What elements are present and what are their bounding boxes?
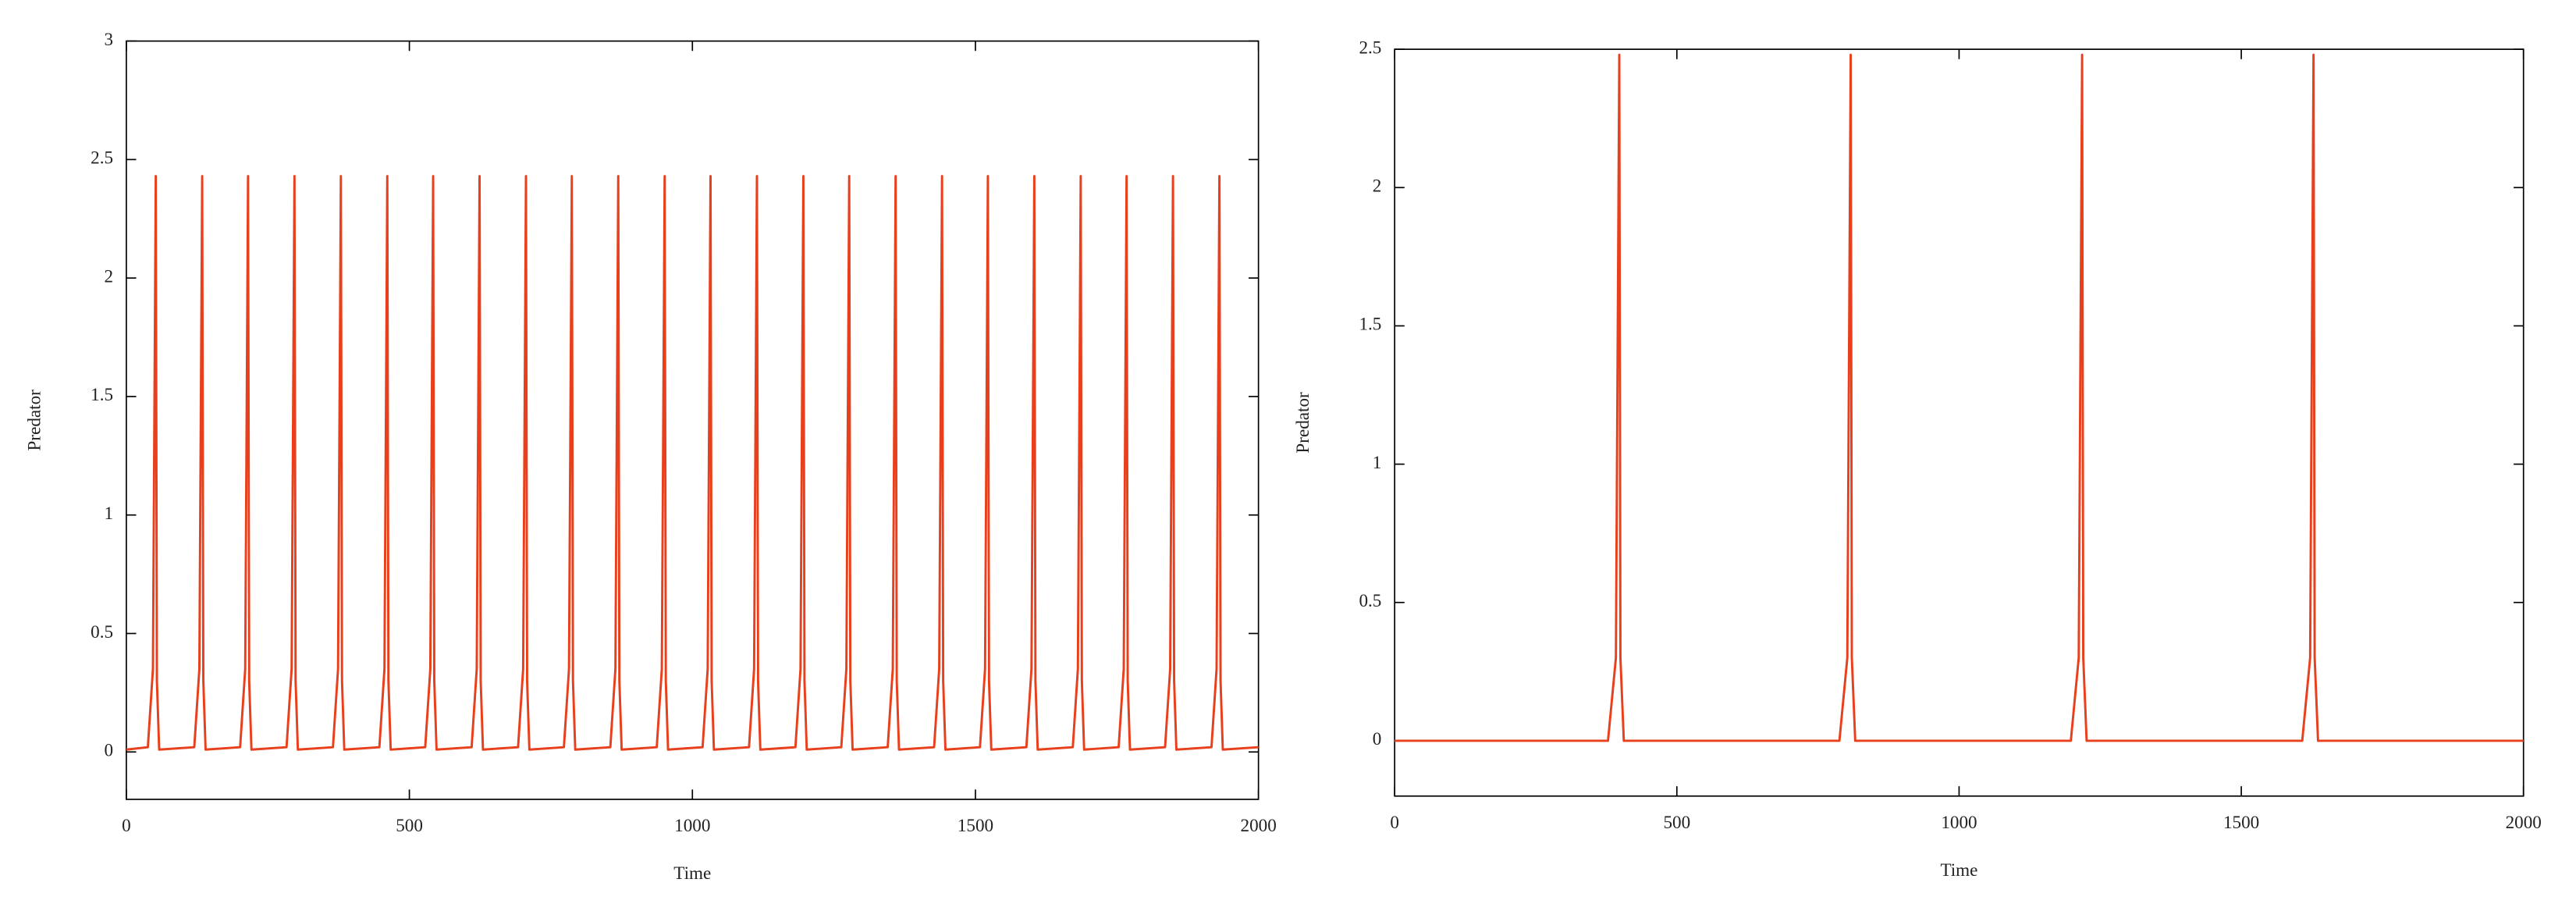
x-tick-label: 0: [1390, 813, 1399, 833]
y-axis-label: Predator: [25, 390, 45, 451]
x-tick-label: 2000: [1241, 816, 1277, 836]
data-line: [1395, 53, 2524, 742]
x-tick-label: 500: [396, 816, 423, 836]
y-tick-label: 2: [1373, 176, 1382, 197]
x-axis-label: Time: [673, 863, 711, 884]
y-axis-label: Predator: [1293, 392, 1313, 454]
plot-frame: [1394, 48, 2524, 797]
y-tick-label: 1: [105, 504, 114, 524]
y-tick-label: 2: [105, 266, 114, 286]
y-tick-label: 0: [1373, 729, 1382, 749]
y-tick-label: 1.5: [91, 385, 113, 405]
chart: 0 0.5 1 1.5 2 2.5 0 500 1000 1500 2000 Time Predator: [1293, 37, 2542, 880]
x-tick-label: 0: [122, 816, 131, 836]
x-tick-label: 2000: [2506, 813, 2542, 833]
y-tick-label: 3: [105, 30, 114, 50]
x-tick-label: 1000: [674, 816, 710, 836]
y-tick-label: 2.5: [91, 148, 113, 169]
y-tick-label: 1.5: [1359, 315, 1381, 335]
y-tick-label: 2.5: [1359, 37, 1381, 58]
y-tick-label: 0.5: [91, 622, 113, 642]
x-tick-label: 500: [1663, 813, 1690, 833]
y-tick-label: 0.5: [1359, 591, 1381, 611]
x-tick-label: 1000: [1941, 813, 1977, 833]
x-tick-label: 1500: [958, 816, 993, 836]
y-tick-label: 1: [1373, 453, 1382, 473]
y-tick-label: 0: [105, 741, 114, 761]
x-axis-label: Time: [1940, 860, 1977, 881]
chart: 0 0.5 1 1.5 2 2.5 3 0 500 1000 1500 2000 Time Predato…: [25, 30, 1277, 884]
x-tick-label: 1500: [2223, 813, 2259, 833]
data-line: [126, 175, 1259, 751]
